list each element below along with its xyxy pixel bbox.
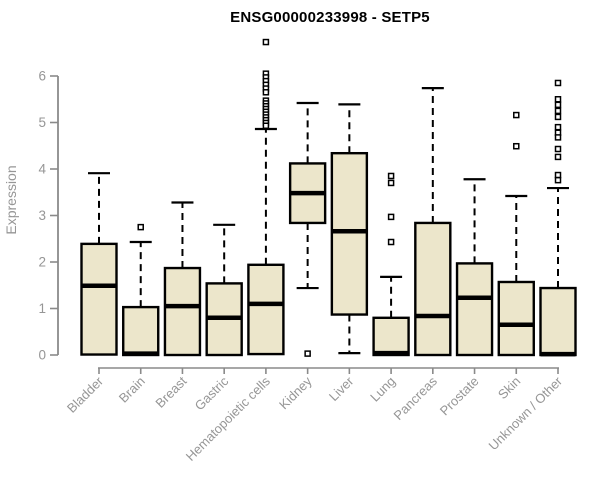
outlier-point — [387, 172, 395, 180]
y-tick-label: 0 — [38, 348, 46, 363]
iqr-box — [539, 286, 577, 357]
outlier-point — [554, 176, 562, 184]
box-skin — [497, 111, 535, 357]
x-category-label: Skin — [495, 374, 523, 402]
outlier-point — [262, 89, 270, 96]
iqr-box — [330, 151, 369, 316]
box-prostate — [455, 178, 494, 357]
outlier-point — [554, 145, 562, 153]
y-tick-label: 2 — [38, 255, 46, 270]
outlier-point — [554, 153, 562, 161]
box-pancreas — [414, 86, 452, 357]
chart-title: ENSG00000233998 - SETP5 — [230, 9, 430, 26]
iqr-box — [80, 242, 118, 356]
x-category-label: Bladder — [64, 373, 107, 416]
x-category-label: Liver — [326, 373, 357, 404]
x-category-label: Kidney — [276, 373, 315, 412]
box-breast — [163, 201, 202, 357]
iqr-box — [247, 263, 285, 356]
y-tick-label: 3 — [38, 208, 46, 223]
box-kidney — [288, 101, 327, 357]
outlier-point — [554, 171, 562, 179]
outlier-point — [554, 107, 562, 115]
outlier-point — [387, 213, 395, 221]
outlier-point — [262, 38, 270, 46]
iqr-box — [122, 305, 160, 357]
iqr-box — [414, 221, 452, 357]
outlier-point — [554, 123, 562, 131]
y-tick-label: 4 — [38, 162, 46, 177]
x-category-label: Gastric — [192, 373, 232, 413]
outlier-point — [554, 113, 562, 121]
iqr-box — [455, 262, 494, 357]
y-tick-label: 5 — [38, 115, 46, 130]
outlier-point — [513, 111, 520, 119]
box-bladder — [80, 172, 118, 356]
iqr-box — [372, 316, 410, 357]
y-tick-label: 1 — [38, 301, 46, 316]
box-brain — [122, 223, 160, 357]
outlier-point — [387, 179, 395, 187]
box-unknown-other — [539, 79, 577, 357]
y-axis: 0 1 2 3 4 5 6 Expression — [3, 69, 59, 363]
outlier-point — [554, 101, 562, 109]
box-liver — [330, 103, 369, 355]
x-category-label: Unknown / Other — [486, 373, 566, 453]
iqr-box — [163, 266, 202, 357]
outlier-point — [304, 350, 311, 357]
outlier-point — [262, 122, 270, 130]
outlier-point — [554, 134, 562, 141]
outlier-point — [554, 96, 562, 103]
x-category-label: Lung — [367, 374, 398, 405]
iqr-box — [497, 280, 535, 357]
y-axis-title: Expression — [3, 165, 19, 234]
x-category-label: Pancreas — [390, 373, 440, 423]
x-category-label: Brain — [116, 374, 148, 406]
outlier-point — [554, 79, 562, 87]
outlier-point — [137, 223, 144, 231]
y-tick-label: 6 — [38, 69, 46, 84]
x-category-label: Breast — [152, 373, 189, 410]
outlier-point — [513, 142, 520, 150]
box-gastric — [205, 223, 243, 357]
outlier-point — [387, 238, 395, 246]
box-hematopoietic-cells — [247, 38, 285, 356]
box-lung — [372, 172, 410, 357]
x-category-label: Prostate — [437, 374, 482, 419]
